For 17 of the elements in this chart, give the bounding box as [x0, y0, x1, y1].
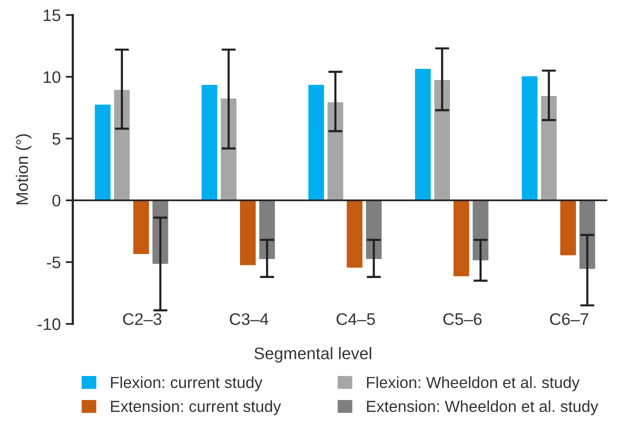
- x-tick-label: C4–5: [336, 313, 375, 326]
- x-tick-label: C3–4: [230, 313, 268, 326]
- x-tick-label: C5–6: [443, 313, 482, 326]
- x-axis-title: Segmental level: [254, 347, 372, 363]
- x-tick-label: C6–7: [550, 313, 588, 326]
- y-tick-label: 5: [52, 133, 60, 145]
- x-tick-label: C2–3: [123, 313, 162, 326]
- y-axis-title: Motion (°): [16, 134, 32, 204]
- legend-label: Extension: current study: [111, 400, 282, 416]
- legend-label: Flexion: Wheeldon et al. study: [367, 376, 580, 392]
- y-tick-label: 15: [44, 10, 60, 22]
- legend-label: Flexion: current study: [111, 376, 262, 392]
- y-tick-label: 10: [44, 71, 60, 83]
- y-tick-label: 0: [52, 194, 60, 207]
- legend-label: Extension: Wheeldon et al. study: [367, 400, 598, 416]
- y-tick-label: -10: [38, 318, 60, 330]
- y-tick-label: -5: [46, 256, 60, 268]
